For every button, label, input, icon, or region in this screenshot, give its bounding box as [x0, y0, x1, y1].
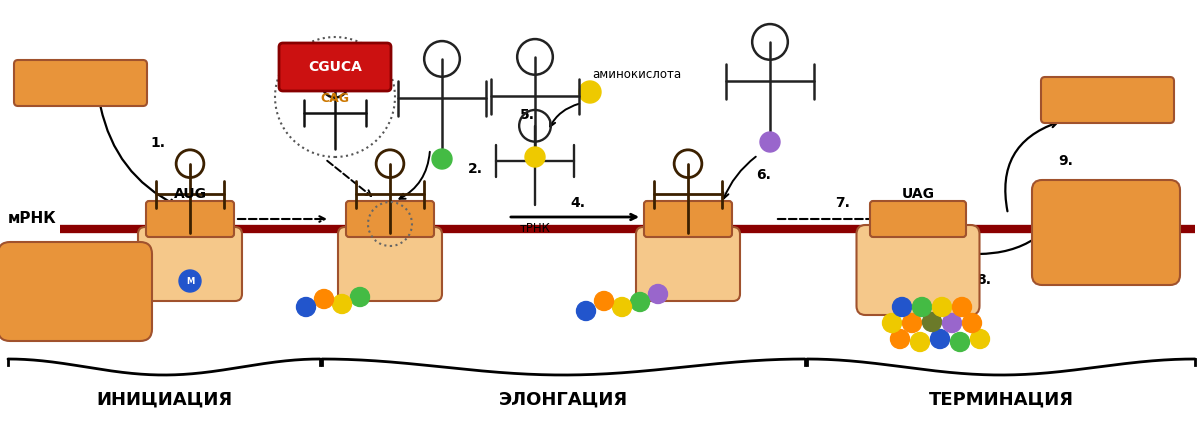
Text: ТЕРМИНАЦИЯ: ТЕРМИНАЦИЯ — [929, 391, 1074, 409]
Circle shape — [882, 313, 901, 333]
FancyBboxPatch shape — [1042, 77, 1174, 123]
FancyBboxPatch shape — [338, 227, 442, 301]
Text: 1.: 1. — [150, 136, 166, 150]
FancyBboxPatch shape — [138, 227, 242, 301]
Circle shape — [526, 147, 545, 167]
Text: ЭЛОНГАЦИЯ: ЭЛОНГАЦИЯ — [498, 391, 628, 409]
Text: CAG: CAG — [320, 93, 349, 105]
Circle shape — [912, 298, 931, 316]
Circle shape — [612, 298, 631, 316]
Circle shape — [350, 287, 370, 307]
Text: 5.: 5. — [520, 108, 535, 122]
Text: большая
субъединица: большая субъединица — [34, 278, 116, 306]
Text: ИНИЦИАЦИЯ: ИНИЦИАЦИЯ — [96, 391, 232, 409]
Text: 7.: 7. — [835, 196, 850, 210]
Circle shape — [432, 149, 452, 169]
Circle shape — [648, 284, 667, 304]
Circle shape — [890, 329, 910, 349]
Circle shape — [760, 132, 780, 152]
FancyBboxPatch shape — [0, 242, 152, 341]
Circle shape — [942, 313, 961, 333]
Text: тРНК: тРНК — [520, 222, 551, 235]
Text: 2.: 2. — [468, 162, 482, 176]
Circle shape — [971, 329, 990, 349]
Circle shape — [179, 270, 202, 292]
Circle shape — [902, 313, 922, 333]
Circle shape — [962, 313, 982, 333]
FancyBboxPatch shape — [644, 201, 732, 237]
FancyBboxPatch shape — [346, 201, 434, 237]
Circle shape — [953, 298, 972, 316]
Circle shape — [576, 301, 595, 320]
Circle shape — [332, 295, 352, 313]
Circle shape — [923, 312, 942, 332]
FancyBboxPatch shape — [14, 60, 148, 106]
Text: малая
субъединица: малая субъединица — [38, 69, 121, 97]
FancyBboxPatch shape — [278, 43, 391, 91]
Circle shape — [932, 298, 952, 316]
Circle shape — [930, 329, 949, 349]
Text: 6.: 6. — [756, 168, 770, 182]
FancyBboxPatch shape — [1032, 180, 1180, 285]
Text: AUG: AUG — [174, 187, 206, 201]
Text: мРНК: мРНК — [8, 211, 56, 227]
Text: CGUCA: CGUCA — [308, 60, 362, 74]
Circle shape — [594, 291, 613, 311]
Circle shape — [911, 333, 930, 351]
Text: UAG: UAG — [901, 187, 935, 201]
FancyBboxPatch shape — [857, 225, 979, 315]
Text: аминокислота: аминокислота — [592, 68, 682, 81]
FancyBboxPatch shape — [636, 227, 740, 301]
FancyBboxPatch shape — [870, 201, 966, 237]
FancyBboxPatch shape — [146, 201, 234, 237]
Circle shape — [950, 333, 970, 351]
Circle shape — [893, 298, 912, 316]
Circle shape — [630, 292, 649, 312]
Circle shape — [296, 298, 316, 316]
Text: 9.: 9. — [1058, 154, 1073, 168]
Circle shape — [580, 81, 601, 103]
Text: M: M — [186, 277, 194, 286]
Text: 8.: 8. — [976, 273, 991, 287]
Text: 4.: 4. — [570, 196, 586, 210]
Circle shape — [314, 290, 334, 308]
